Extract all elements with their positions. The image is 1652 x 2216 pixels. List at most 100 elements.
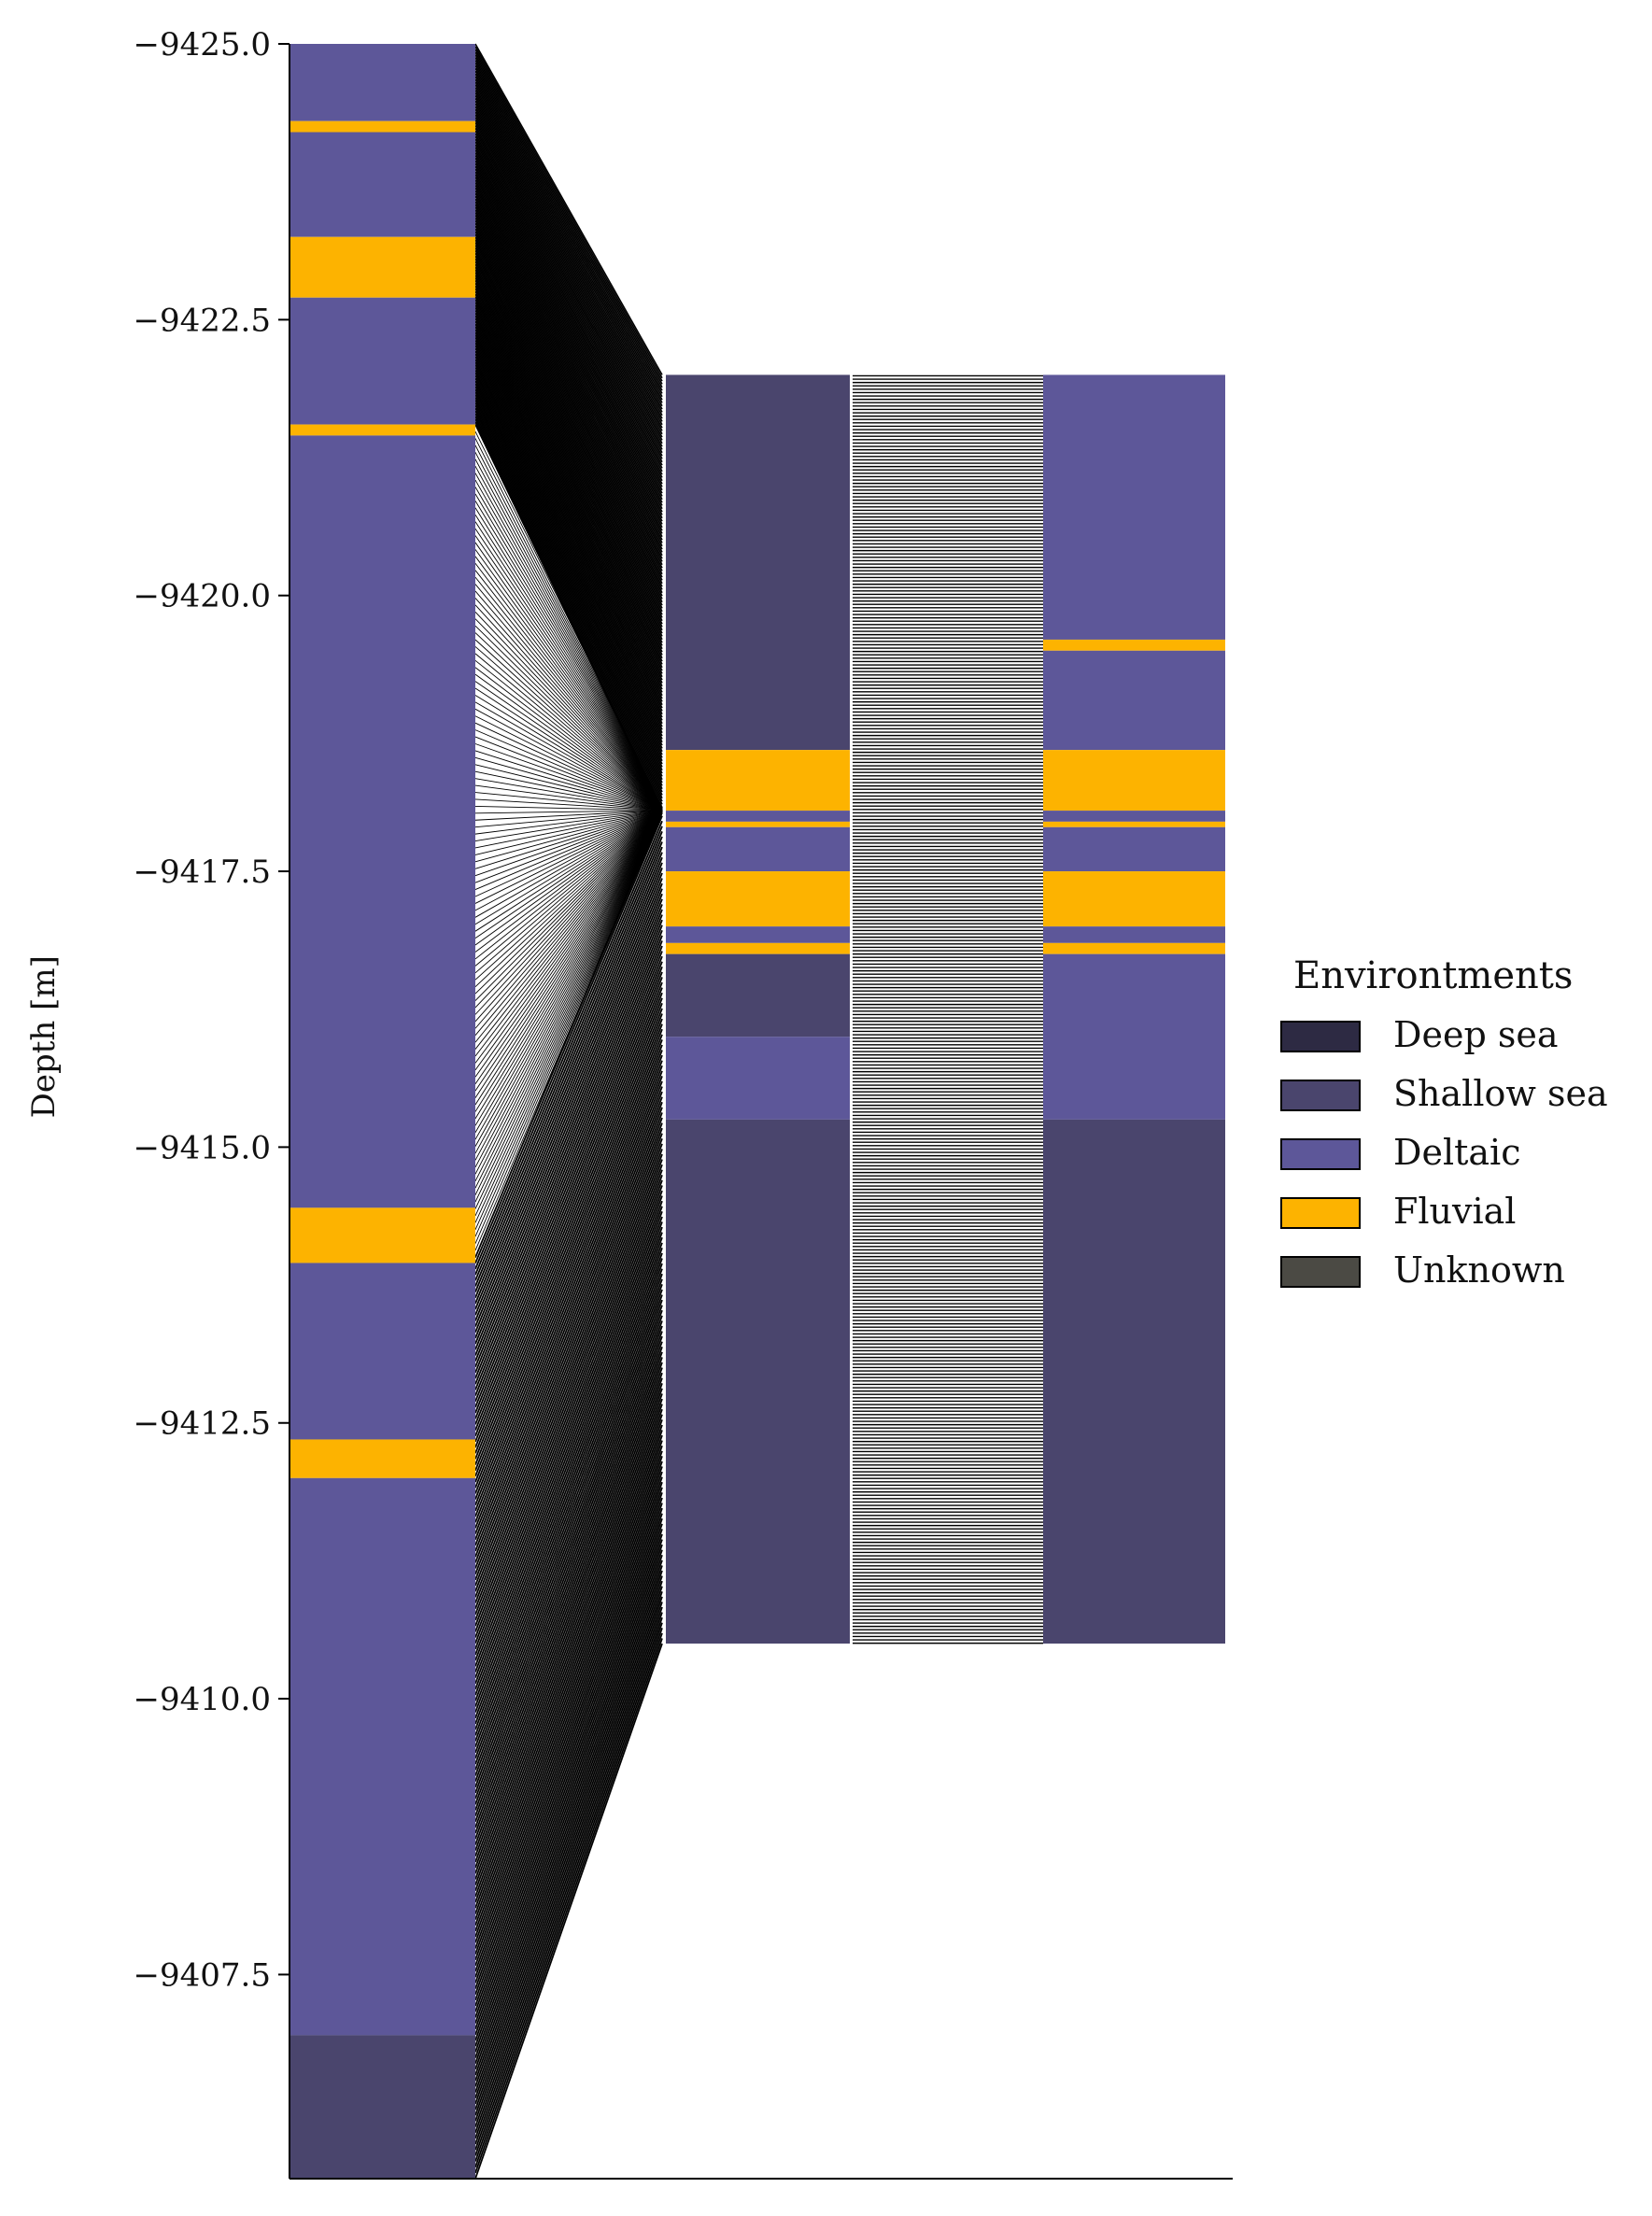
correlation-line xyxy=(474,1309,663,1811)
correlation-line xyxy=(474,1305,663,1805)
correlation-line xyxy=(474,997,663,1465)
correlation-line xyxy=(474,611,663,810)
correlation-line xyxy=(474,971,663,1436)
correlation-line xyxy=(474,812,663,1181)
correlation-line xyxy=(474,282,663,650)
correlation-line xyxy=(474,1586,663,2116)
correlation-line xyxy=(474,1284,663,1782)
correlation-line xyxy=(474,681,663,811)
correlation-line xyxy=(474,501,663,809)
correlation-line xyxy=(474,1226,663,1719)
correlation-line xyxy=(474,810,663,863)
correlation-line xyxy=(474,1070,663,1546)
layer-deltaic xyxy=(289,1263,475,1440)
correlation-line xyxy=(474,219,663,578)
correlation-line xyxy=(474,831,663,1281)
correlation-line xyxy=(474,479,663,809)
correlation-line xyxy=(474,812,663,1133)
correlation-line xyxy=(474,149,663,497)
correlation-line xyxy=(474,1289,663,1788)
correlation-line xyxy=(474,320,663,693)
correlation-line xyxy=(474,255,663,618)
hatched-column-bg xyxy=(853,374,1043,1644)
correlation-line xyxy=(474,84,663,422)
correlation-line xyxy=(474,418,663,805)
correlation-line xyxy=(474,812,663,1057)
correlation-line xyxy=(474,812,663,1120)
correlation-line xyxy=(474,364,663,743)
correlation-line xyxy=(474,673,663,811)
correlation-line xyxy=(474,846,663,1299)
correlation-line xyxy=(474,810,663,821)
correlation-line xyxy=(474,339,663,715)
correlation-line xyxy=(474,542,663,810)
correlation-line xyxy=(474,1091,663,1569)
correlation-line xyxy=(474,810,663,835)
correlation-line xyxy=(474,1242,663,1736)
correlation-line xyxy=(474,1252,663,1747)
correlation-line xyxy=(474,487,663,809)
y-tick-label: −9407.5 xyxy=(134,1956,271,1994)
correlation-line xyxy=(474,187,663,541)
layer-deltaic xyxy=(289,1477,475,2036)
correlation-line xyxy=(474,1232,663,1725)
correlation-line xyxy=(474,304,663,674)
correlation-line xyxy=(474,1503,663,2024)
correlation-line xyxy=(474,888,663,1345)
correlation-line xyxy=(474,245,663,606)
correlation-line xyxy=(474,618,663,810)
correlation-line xyxy=(474,78,663,416)
correlation-line xyxy=(474,811,663,987)
correlation-line xyxy=(474,852,663,1305)
correlation-line xyxy=(474,556,663,810)
correlation-line xyxy=(474,1497,663,2018)
correlation-line xyxy=(474,70,663,407)
correlation-line xyxy=(474,383,663,765)
correlation-line xyxy=(474,87,663,426)
correlation-line xyxy=(474,1404,663,1914)
layer-shallow-sea xyxy=(666,1119,850,1644)
correlation-line xyxy=(474,919,663,1379)
correlation-line xyxy=(474,356,663,734)
layer-fluvial xyxy=(1043,750,1225,812)
correlation-line xyxy=(474,1461,663,1978)
correlation-line xyxy=(474,736,663,811)
correlation-line xyxy=(474,1450,663,1967)
layer-fluvial xyxy=(1043,821,1225,827)
correlation-line xyxy=(474,815,663,1264)
correlation-line xyxy=(474,1507,663,2030)
correlation-line xyxy=(474,584,663,810)
correlation-line xyxy=(474,1159,663,1644)
legend-swatch xyxy=(1280,1080,1361,1111)
layer-deltaic xyxy=(289,435,475,1208)
layer-fluvial xyxy=(666,821,850,827)
correlation-line xyxy=(474,1632,663,2167)
correlation-line xyxy=(474,811,663,911)
correlation-line xyxy=(474,386,663,768)
correlation-line xyxy=(474,977,663,1443)
correlation-line xyxy=(474,925,663,1385)
correlation-line xyxy=(474,263,663,628)
correlation-line xyxy=(474,1023,663,1494)
correlation-line xyxy=(474,812,663,1203)
y-tick-label: −9422.5 xyxy=(134,302,271,339)
layer-fluvial xyxy=(666,942,850,954)
correlation-line xyxy=(474,198,663,553)
correlation-line xyxy=(474,811,663,897)
correlation-line xyxy=(474,312,663,684)
correlation-line xyxy=(474,872,663,1327)
correlation-line xyxy=(474,111,663,454)
correlation-line xyxy=(474,299,663,669)
correlation-line xyxy=(474,528,663,810)
correlation-line xyxy=(474,332,663,706)
correlation-line xyxy=(474,1377,663,1885)
correlation-line xyxy=(474,955,663,1419)
correlation-line xyxy=(474,632,663,810)
correlation-line xyxy=(474,1638,663,2174)
correlation-line xyxy=(474,217,663,575)
correlation-line xyxy=(474,1346,663,1851)
correlation-line xyxy=(474,222,663,581)
correlation-line xyxy=(474,190,663,543)
correlation-line xyxy=(474,1065,663,1540)
correlation-line xyxy=(474,1539,663,2064)
